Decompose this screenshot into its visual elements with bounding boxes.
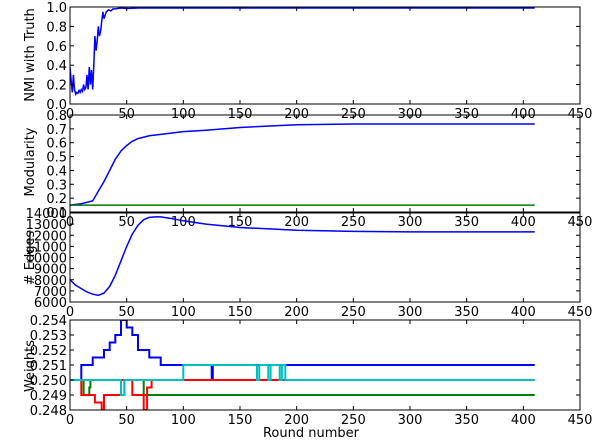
modularity-y-tick-label: 0.2	[46, 192, 67, 207]
weights-y-tick-label: 0.250	[30, 374, 67, 389]
weights-y-tick-label: 0.249	[30, 389, 67, 404]
nmi-y-tick-label: 0.0	[46, 98, 67, 113]
modularity-y-tick-label: 0.8	[46, 109, 67, 124]
nmi-y-tick-label: 0.6	[46, 40, 67, 55]
edges-y-axis-label: # Edges	[23, 231, 38, 286]
weights-series-line-1	[70, 320, 535, 381]
weights-series-line-4	[70, 364, 535, 396]
edges-y-tick-label: 10000	[26, 252, 67, 267]
edges-series-line-1	[70, 216, 535, 297]
modularity-y-tick-label: 0.4	[46, 164, 67, 179]
edges-y-tick-label: 9000	[34, 263, 67, 278]
edges-x-tick-label: 100	[171, 305, 196, 320]
nmi-subplot: 0.00.20.40.60.81.00501001502002503003504…	[23, 1, 592, 122]
modularity-y-tick-label: 0.5	[46, 151, 67, 166]
nmi-y-tick-label: 1.0	[46, 1, 67, 16]
edges-y-tick-label: 6000	[34, 296, 67, 311]
modularity-y-tick-label: 0.3	[46, 178, 67, 193]
edges-x-tick-label: 450	[568, 305, 593, 320]
edges-x-tick-label: 350	[454, 305, 479, 320]
edges-x-tick-label: 50	[118, 305, 135, 320]
nmi-y-tick-label: 0.8	[46, 20, 67, 35]
modularity-y-axis-label: Modularity	[23, 127, 38, 196]
weights-x-tick-label: 50	[118, 413, 135, 428]
nmi-y-axis-label: NMI with Truth	[23, 8, 38, 102]
weights-y-tick-label: 0.248	[30, 404, 67, 419]
edges-x-tick-label: 0	[66, 305, 74, 320]
modularity-x-tick-label: 250	[341, 215, 366, 230]
edges-axes-frame	[69, 212, 581, 303]
edges-y-tick-label: 14000	[26, 207, 67, 222]
weights-y-tick-label: 0.251	[30, 359, 67, 374]
edges-y-tick-label: 13000	[26, 218, 67, 233]
subplots: 0.0 0.2 0.4 0.6 0.8 1.0 0 50 100 150 200 250 300 350 4…	[23, 1, 592, 428]
nmi-y-tick-label: 0.4	[46, 59, 67, 74]
edges-subplot: 6000700080009000100001100012000130001400…	[23, 207, 592, 320]
modularity-y-tick-label: 0.1	[46, 206, 67, 221]
weights-x-tick-label: 100	[171, 413, 196, 428]
edges-x-tick-label: 250	[341, 305, 366, 320]
x-axis-label: Round number	[263, 426, 360, 441]
weights-x-tick-label: 200	[284, 413, 309, 428]
nmi-series-line-1	[70, 7, 535, 97]
nmi-axes-frame	[69, 6, 581, 105]
modularity-subplot: 0.10.20.30.40.50.60.70.80 50 100 150 200 250 3…	[23, 109, 592, 230]
weights-x-tick-label: 250	[341, 413, 366, 428]
modularity-x-tick-label: 350	[454, 215, 479, 230]
edges-y-tick-label: 7000	[34, 285, 67, 300]
weights-y-tick-label: 0.253	[30, 329, 67, 344]
modularity-y-tick-label: 0.6	[46, 137, 67, 152]
edges-y-tick-label: 8000	[34, 274, 67, 289]
edges-x-tick-label: 200	[284, 305, 309, 320]
weights-y-tick-label: 0.252	[30, 344, 67, 359]
edges-x-tick-label: 150	[228, 305, 253, 320]
edges-y-tick-label: 12000	[26, 229, 67, 244]
edges-x-tick-label: 300	[398, 305, 423, 320]
modularity-x-tick-label: 400	[511, 215, 536, 230]
edges-y-tick-label: 11000	[26, 240, 67, 255]
modularity-y-tick-label: 0.7	[46, 123, 67, 138]
weights-x-tick-label: 0	[66, 413, 74, 428]
weights-x-tick-label: 300	[398, 413, 423, 428]
weights-x-tick-label: 150	[228, 413, 253, 428]
nmi-y-tick-label: 0.2	[46, 79, 67, 94]
weights-y-tick-label: 0.254	[30, 314, 67, 329]
modularity-x-tick-label: 200	[284, 215, 309, 230]
weights-series-line-2	[70, 379, 535, 396]
modularity-x-tick-label: 50	[118, 215, 135, 230]
weights-x-tick-label: 450	[568, 413, 593, 428]
weights-x-tick-label: 400	[511, 413, 536, 428]
weights-x-tick-label: 350	[454, 413, 479, 428]
modularity-axes-frame	[69, 114, 581, 213]
edges-x-tick-label: 400	[511, 305, 536, 320]
weights-y-axis-label: Weights	[23, 340, 38, 392]
modularity-series-line-1	[70, 123, 535, 206]
modularity-x-tick-label: 100	[171, 215, 196, 230]
modularity-x-tick-label: 300	[398, 215, 423, 230]
